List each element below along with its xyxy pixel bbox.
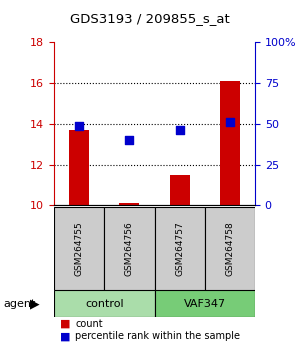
FancyBboxPatch shape: [54, 290, 154, 317]
FancyBboxPatch shape: [154, 207, 205, 290]
Text: GSM264756: GSM264756: [125, 221, 134, 276]
Point: [77, 123, 82, 129]
Point: [127, 137, 132, 143]
Text: VAF347: VAF347: [184, 298, 226, 309]
Text: GSM264757: GSM264757: [175, 221, 184, 276]
Point: [177, 127, 182, 133]
FancyBboxPatch shape: [54, 207, 104, 290]
Text: agent: agent: [3, 298, 35, 309]
Bar: [220, 81, 240, 205]
Bar: [69, 130, 89, 205]
Text: ■: ■: [60, 319, 70, 329]
Text: ■: ■: [60, 331, 70, 341]
FancyBboxPatch shape: [154, 290, 255, 317]
Point: [227, 119, 232, 125]
Bar: [119, 203, 140, 205]
Text: GSM264755: GSM264755: [75, 221, 84, 276]
Text: ▶: ▶: [30, 297, 40, 310]
Text: percentile rank within the sample: percentile rank within the sample: [75, 331, 240, 341]
Text: GSM264758: GSM264758: [225, 221, 234, 276]
FancyBboxPatch shape: [205, 207, 255, 290]
Text: count: count: [75, 319, 103, 329]
Bar: [169, 175, 190, 205]
Text: control: control: [85, 298, 124, 309]
FancyBboxPatch shape: [104, 207, 154, 290]
Text: GDS3193 / 209855_s_at: GDS3193 / 209855_s_at: [70, 12, 230, 25]
